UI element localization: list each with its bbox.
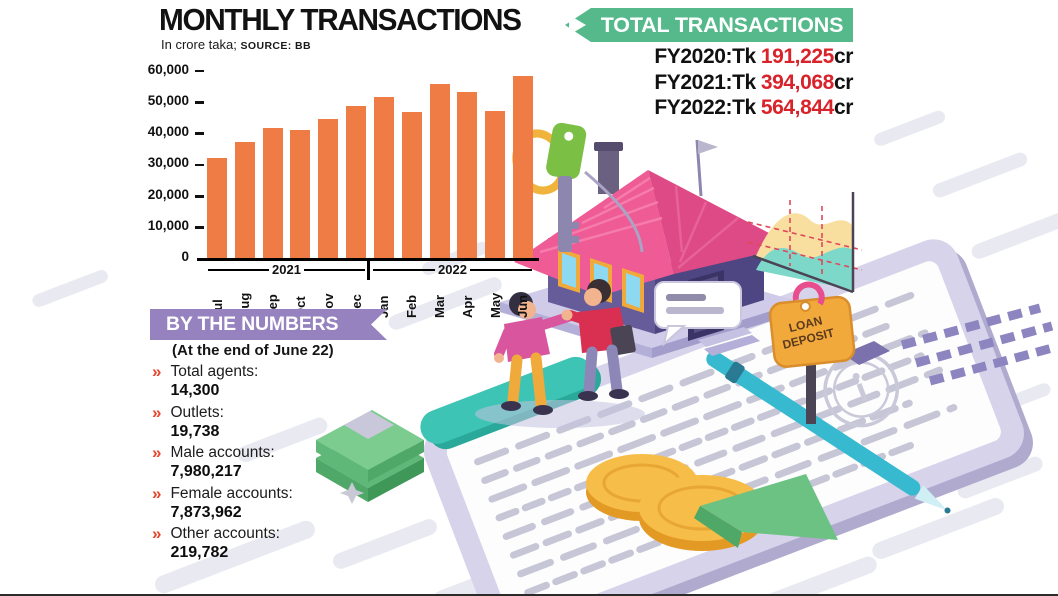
bar bbox=[346, 106, 367, 258]
year-bracket-2022: 2022 bbox=[373, 262, 533, 278]
bar bbox=[512, 76, 533, 258]
bracket-line bbox=[208, 269, 270, 271]
bar bbox=[485, 111, 506, 258]
stat-item-male-accounts: » Male accounts: 7,980,217 bbox=[152, 443, 275, 480]
bar bbox=[318, 119, 339, 258]
stats-list: » Total agents: 14,300 » Outlets: 19,738… bbox=[152, 363, 382, 566]
chevron-bullet-icon: » bbox=[152, 524, 162, 543]
bar bbox=[207, 158, 227, 258]
y-tick: 0 bbox=[181, 249, 189, 265]
chart-subtitle: In crore taka; SOURCE: BB bbox=[161, 37, 311, 52]
tick-mark-icon bbox=[195, 132, 204, 135]
chevron-bullet-icon: » bbox=[152, 362, 162, 381]
fy-row: FY2020:Tk 191,225cr bbox=[654, 45, 853, 68]
chevron-bullet-icon: » bbox=[152, 402, 162, 422]
fy-row: FY2021:Tk 394,068cr bbox=[654, 70, 853, 94]
total-transactions-header: TOTAL TRANSACTIONS bbox=[600, 12, 844, 37]
tick-mark-icon bbox=[195, 69, 204, 73]
y-tick: 50,000 bbox=[142, 92, 204, 108]
bar bbox=[401, 112, 422, 258]
year-bracket-2021: 2021 bbox=[208, 262, 366, 278]
bar bbox=[290, 130, 311, 258]
bar bbox=[234, 142, 255, 258]
y-axis: 60,000 50,000 40,000 30,000 20,000 10,00… bbox=[142, 61, 204, 265]
page-title: MONTHLY TRANSACTIONS bbox=[159, 2, 522, 37]
y-tick: 60,000 bbox=[142, 61, 204, 77]
tick-mark-icon bbox=[195, 195, 204, 198]
year-divider bbox=[367, 258, 370, 280]
chevron-bullet-icon: » bbox=[152, 483, 162, 503]
stat-item-total-agents: » Total agents: 14,300 bbox=[152, 362, 259, 399]
y-tick: 20,000 bbox=[142, 186, 204, 202]
stat-item-outlets: » Outlets: 19,738 bbox=[152, 402, 224, 440]
by-the-numbers-header: BY THE NUMBERS bbox=[166, 313, 339, 335]
chevron-bullet-icon: » bbox=[152, 443, 162, 462]
tick-mark-icon bbox=[195, 163, 204, 167]
bar-series bbox=[205, 70, 535, 258]
tick-mark-icon bbox=[195, 226, 204, 229]
tick-mark-icon bbox=[195, 101, 204, 104]
bar bbox=[429, 84, 450, 258]
bar bbox=[262, 128, 283, 258]
by-the-numbers-banner: BY THE NUMBERS bbox=[150, 309, 387, 340]
bar bbox=[373, 97, 394, 258]
bracket-line bbox=[303, 269, 366, 271]
y-tick: 30,000 bbox=[142, 155, 204, 171]
source-note: SOURCE: BB bbox=[240, 40, 311, 52]
as-of-date-note: (At the end of June 22) bbox=[172, 342, 334, 359]
unit-note: In crore taka; bbox=[161, 37, 241, 52]
fiscal-year-totals: FY2020:Tk 191,225cr FY2021:Tk 394,068cr FY… bbox=[600, 44, 853, 121]
total-transactions-banner: TOTAL TRANSACTIONS bbox=[565, 8, 853, 42]
y-tick: 40,000 bbox=[142, 124, 204, 140]
fy-row: FY2022:Tk 564,844cr bbox=[654, 96, 853, 119]
bracket-line bbox=[373, 269, 436, 271]
bracket-line bbox=[469, 269, 533, 271]
bar bbox=[457, 92, 478, 258]
ribbon-notch-icon bbox=[569, 15, 586, 35]
y-tick: 10,000 bbox=[142, 218, 204, 234]
stat-item-female-accounts: » Female accounts: 7,873,962 bbox=[152, 483, 293, 521]
stat-item-other-accounts: » Other accounts: 219,782 bbox=[152, 524, 280, 561]
